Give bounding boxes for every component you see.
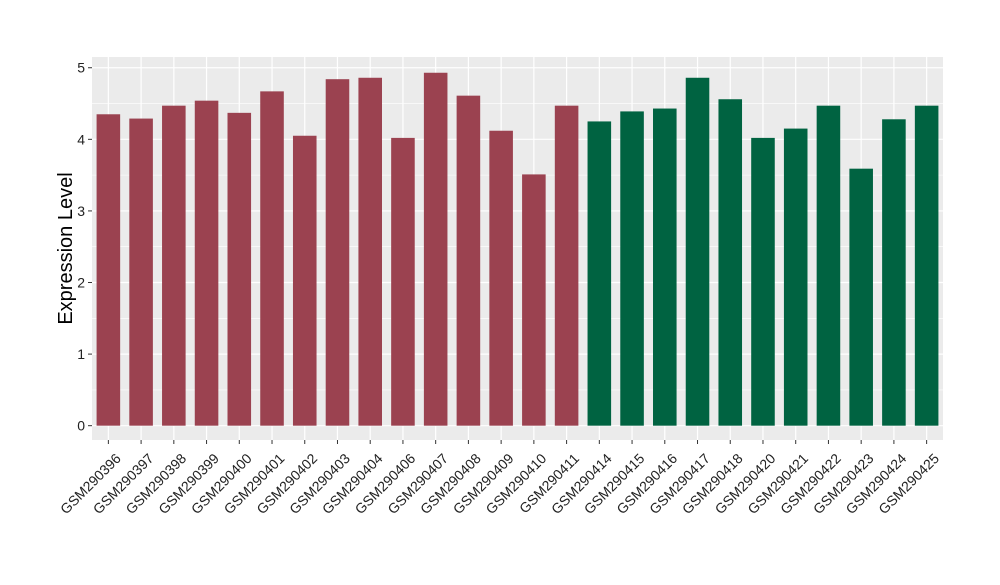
bar-GSM290422 xyxy=(816,105,841,426)
bar-GSM290396 xyxy=(96,114,121,426)
bar-GSM290398 xyxy=(162,105,186,426)
bar-GSM290416 xyxy=(653,108,677,426)
bar-GSM290425 xyxy=(914,105,939,426)
bar-GSM290420 xyxy=(751,137,775,426)
bar-GSM290406 xyxy=(391,137,415,426)
y-axis: 0 1 2 3 4 5 xyxy=(77,60,92,434)
bar-GSM290417 xyxy=(685,77,710,426)
y-tick-label: 2 xyxy=(77,275,85,291)
bar-GSM290401 xyxy=(260,91,284,426)
bar-GSM290408 xyxy=(456,95,481,426)
bar-GSM290415 xyxy=(620,111,644,426)
bar-GSM290403 xyxy=(325,79,350,426)
bar-GSM290397 xyxy=(129,118,153,426)
bar-GSM290411 xyxy=(554,105,579,426)
y-tick-label: 5 xyxy=(77,60,85,76)
x-axis: GSM290396GSM290397GSM290398GSM290399GSM2… xyxy=(57,440,942,517)
y-tick-label: 3 xyxy=(77,203,85,219)
bar-GSM290418 xyxy=(718,99,743,426)
plot-panel xyxy=(92,57,943,440)
bar-GSM290410 xyxy=(522,174,546,426)
bar-GSM290402 xyxy=(292,135,317,426)
bar-GSM290421 xyxy=(783,128,808,426)
y-axis-title: Expression Level xyxy=(55,172,77,324)
y-tick-label: 1 xyxy=(77,346,85,362)
bar-GSM290407 xyxy=(423,72,448,426)
bar-GSM290399 xyxy=(194,100,219,426)
bar-GSM290424 xyxy=(882,119,906,426)
bars xyxy=(96,72,939,426)
y-tick-label: 4 xyxy=(77,131,85,147)
y-tick-label: 0 xyxy=(77,418,85,434)
bar-GSM290423 xyxy=(849,168,873,426)
bar-GSM290414 xyxy=(587,121,612,426)
bar-GSM290409 xyxy=(489,130,513,426)
bar-GSM290404 xyxy=(358,77,382,426)
bar-GSM290400 xyxy=(227,112,252,426)
